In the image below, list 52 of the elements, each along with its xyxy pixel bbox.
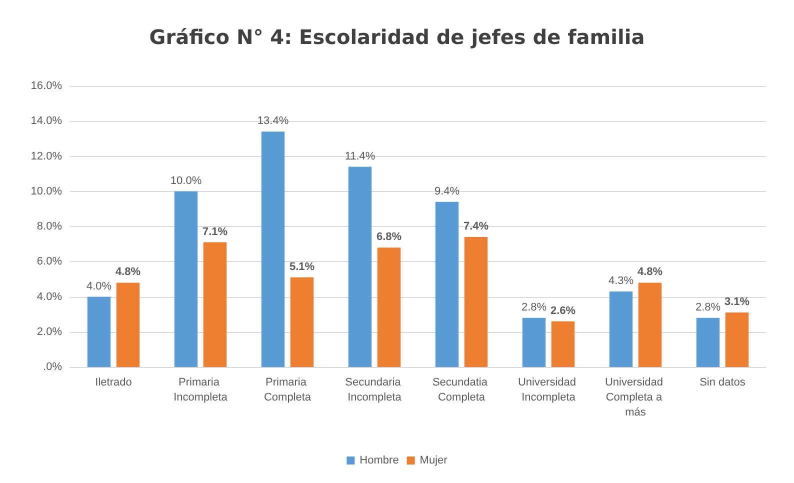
y-tick-label: 14.0%: [30, 115, 62, 128]
bar: [87, 296, 111, 367]
bar: [203, 242, 227, 367]
chart-title: Gráfico N° 4: Escolaridad de jefes de familia: [149, 25, 645, 49]
y-tick-label: .0%: [43, 361, 62, 373]
y-tick-label: 12.0%: [30, 150, 62, 162]
bar: [174, 191, 198, 367]
x-tick-label: Universidad Completa a más: [604, 376, 666, 418]
y-tick-label: 6.0%: [36, 256, 62, 268]
data-label: 4.8%: [637, 266, 663, 278]
x-tick-label: Universidad Incompleta: [518, 376, 580, 404]
x-tick-label: Primaria Incompleta: [174, 376, 228, 404]
data-label: 3.1%: [724, 296, 750, 308]
legend-label: Mujer: [420, 454, 448, 466]
data-label: 7.1%: [202, 226, 228, 238]
y-tick-label: 4.0%: [36, 290, 62, 303]
bar: [377, 248, 401, 367]
y-tick-label: 16.0%: [30, 80, 62, 92]
bar: [725, 312, 749, 367]
data-label: 6.8%: [376, 231, 402, 244]
bar: [290, 277, 314, 367]
y-tick-label: 8.0%: [36, 220, 62, 232]
data-label: 2.6%: [550, 304, 576, 317]
data-label: 4.0%: [86, 280, 112, 292]
x-tick-label: Primaria Completa: [264, 376, 312, 404]
legend-label: Hombre: [360, 454, 399, 466]
data-label: 9.4%: [434, 185, 460, 198]
bar: [348, 166, 372, 367]
x-tick-label: Sin datos: [700, 376, 746, 388]
data-label: 10.0%: [170, 174, 202, 187]
data-label: 7.4%: [463, 220, 489, 233]
bar: [464, 237, 488, 367]
data-label: 5.1%: [289, 260, 315, 273]
bar: [261, 132, 285, 367]
data-label: 4.3%: [608, 274, 634, 287]
data-label: 4.8%: [115, 266, 141, 278]
bar: [696, 318, 720, 367]
data-label: 11.4%: [344, 150, 376, 162]
data-label: 13.4%: [257, 115, 289, 128]
x-tick-label: Secundatia Completa: [432, 376, 491, 404]
bar: [551, 321, 575, 367]
bar: [116, 282, 140, 367]
y-tick-label: 2.0%: [36, 326, 62, 338]
data-label: 2.8%: [521, 301, 547, 314]
y-tick-label: 10.0%: [30, 185, 62, 198]
x-tick-label: Secundaria Incompleta: [345, 376, 404, 404]
bar: [522, 318, 546, 367]
bar: [435, 202, 459, 367]
data-label: 2.8%: [695, 301, 721, 314]
bar: [638, 282, 662, 367]
bar: [609, 291, 633, 367]
x-tick-label: Iletrado: [95, 376, 132, 388]
